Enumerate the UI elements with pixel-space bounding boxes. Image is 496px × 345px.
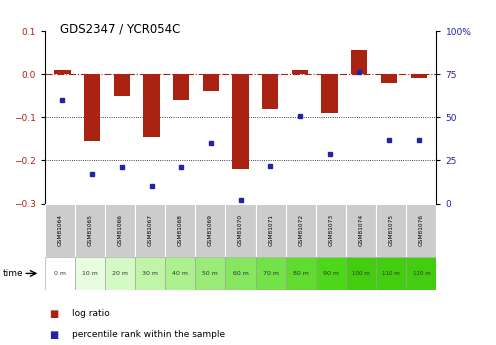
Text: GSM81073: GSM81073 [328,214,333,246]
Bar [376,204,406,257]
Bar [255,204,286,257]
Text: GSM81076: GSM81076 [419,214,424,246]
Bar [292,70,308,74]
Bar [316,204,346,257]
Text: 30 m: 30 m [142,271,158,276]
Bar [346,204,376,257]
Bar [195,257,226,290]
Bar [411,74,427,79]
Bar [351,50,368,74]
Text: GSM81075: GSM81075 [389,214,394,246]
Bar [195,204,226,257]
Bar [165,204,195,257]
Text: 60 m: 60 m [233,271,248,276]
Text: GSM81071: GSM81071 [268,214,273,246]
Text: 110 m: 110 m [382,271,400,276]
Bar [233,74,248,169]
Text: 40 m: 40 m [172,271,188,276]
Text: GSM81068: GSM81068 [178,214,183,246]
Bar [135,257,165,290]
Bar [54,70,70,74]
Text: ■: ■ [50,330,59,339]
Text: GDS2347 / YCR054C: GDS2347 / YCR054C [60,22,180,36]
Bar [105,257,135,290]
Text: 120 m: 120 m [413,271,431,276]
Bar [381,74,397,83]
Bar [316,257,346,290]
Text: GSM81070: GSM81070 [238,214,243,246]
Bar [75,257,105,290]
Bar [286,257,316,290]
Text: GSM81074: GSM81074 [359,214,364,246]
Bar [45,204,75,257]
Bar [45,257,75,290]
Text: GSM81069: GSM81069 [208,214,213,246]
Text: ■: ■ [50,309,59,319]
Bar [114,74,130,96]
Bar [262,74,278,109]
Bar [84,74,100,141]
Bar [226,257,255,290]
Bar [226,204,255,257]
Text: 10 m: 10 m [82,271,98,276]
Text: GSM81066: GSM81066 [118,214,123,246]
Bar [105,204,135,257]
Text: 80 m: 80 m [293,271,309,276]
Bar [143,74,160,137]
Text: GSM81065: GSM81065 [87,214,92,246]
Bar [406,257,436,290]
Text: 0 m: 0 m [54,271,65,276]
Text: 20 m: 20 m [112,271,128,276]
Bar [135,204,165,257]
Bar [376,257,406,290]
Text: 100 m: 100 m [352,271,370,276]
Bar [173,74,189,100]
Text: time: time [2,269,23,278]
Bar [165,257,195,290]
Bar [255,257,286,290]
Text: log ratio: log ratio [72,309,110,318]
Text: 70 m: 70 m [263,271,279,276]
Bar [346,257,376,290]
Text: GSM81064: GSM81064 [57,214,62,246]
Bar [75,204,105,257]
Text: 50 m: 50 m [202,271,218,276]
Text: GSM81072: GSM81072 [298,214,304,246]
Text: 90 m: 90 m [323,271,339,276]
Bar [286,204,316,257]
Bar [406,204,436,257]
Text: GSM81067: GSM81067 [148,214,153,246]
Bar [203,74,219,91]
Bar [321,74,338,113]
Text: percentile rank within the sample: percentile rank within the sample [72,330,225,339]
